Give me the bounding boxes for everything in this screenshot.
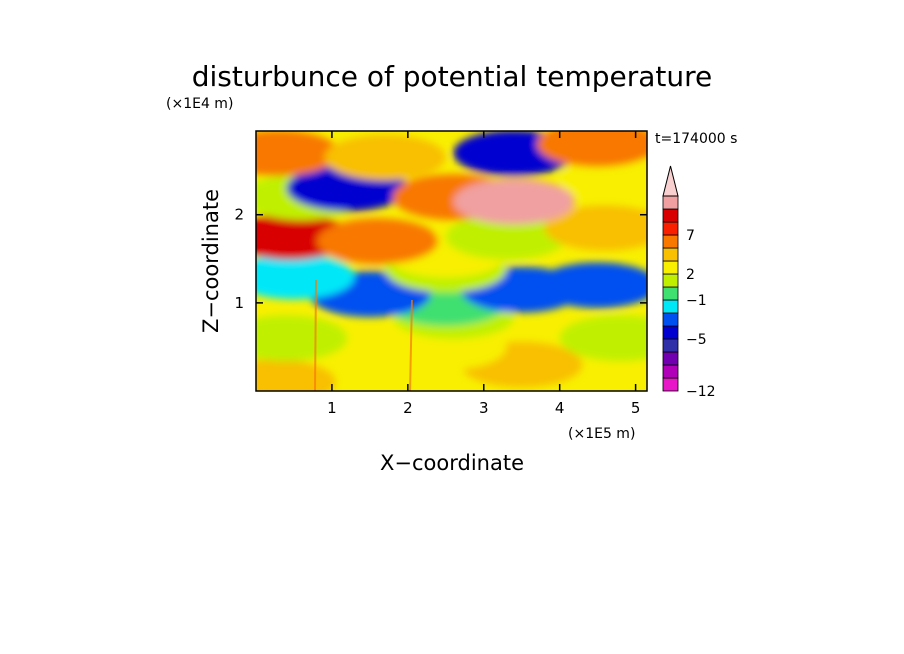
colorbar-segment — [662, 221, 679, 236]
colorbar-segment — [662, 351, 679, 366]
colorbar-tick-label: −12 — [686, 384, 716, 400]
colorbar-segment — [662, 325, 679, 340]
x-axis: 1 2 3 4 5 — [327, 131, 640, 417]
colorbar-tick-label: 2 — [686, 267, 695, 283]
chart-title: disturbunce of potential temperature — [192, 60, 713, 93]
colorbar-segment — [662, 247, 679, 262]
colorbar: 7 2 −1 −5 −12 — [662, 165, 716, 400]
colorbar-segment — [662, 260, 679, 275]
plot-frame — [255, 130, 648, 392]
colorbar-tick-label: −5 — [686, 332, 707, 348]
x-unit-label: (×1E5 m) — [568, 426, 635, 442]
colorbar-segment — [662, 208, 679, 223]
colorbar-segment — [662, 377, 679, 392]
y-axis: 12 — [234, 206, 647, 312]
colorbar-segment — [662, 299, 679, 314]
colorbar-segment — [662, 286, 679, 301]
field-cell — [559, 315, 647, 362]
field-cell — [559, 156, 647, 203]
field-cell — [256, 131, 340, 176]
colorbar-segment — [662, 338, 679, 353]
field-cell — [453, 178, 575, 225]
field-cell — [544, 205, 647, 251]
contour-field — [256, 131, 647, 391]
x-tick-label: 3 — [479, 399, 489, 417]
x-tick-label: 4 — [555, 399, 565, 417]
plot-area — [256, 131, 647, 391]
y-tick-label: 1 — [234, 294, 244, 312]
x-tick-label: 2 — [403, 399, 413, 417]
plume-streaks — [314, 279, 413, 391]
y-tick-label: 2 — [234, 206, 244, 224]
colorbar-tick-label: 7 — [686, 228, 695, 244]
field-cell — [256, 359, 336, 391]
field-cell — [536, 262, 647, 309]
field-cell — [536, 131, 647, 168]
x-axis-title: X−coordinate — [380, 451, 524, 475]
field-cell — [256, 253, 355, 300]
colorbar-segment — [662, 195, 679, 210]
colorbar-segment — [662, 234, 679, 249]
colorbar-segment — [662, 364, 679, 379]
field-cell — [316, 218, 439, 265]
y-axis-title: Z−coordinate — [199, 189, 223, 333]
x-tick-label: 5 — [631, 399, 641, 417]
field-cell — [324, 134, 446, 181]
colorbar-tick-label: −1 — [686, 293, 707, 309]
colorbar-segment — [662, 312, 679, 327]
colorbar-segment — [662, 273, 679, 288]
field-cell — [256, 315, 348, 362]
x-tick-label: 1 — [327, 399, 337, 417]
plume-streak — [314, 279, 317, 391]
time-label: t=174000 s — [655, 131, 737, 147]
plume-streak — [409, 299, 413, 391]
colorbar-extend-arrow — [662, 165, 679, 197]
field-cell — [445, 213, 568, 260]
y-unit-label: (×1E4 m) — [166, 96, 233, 112]
